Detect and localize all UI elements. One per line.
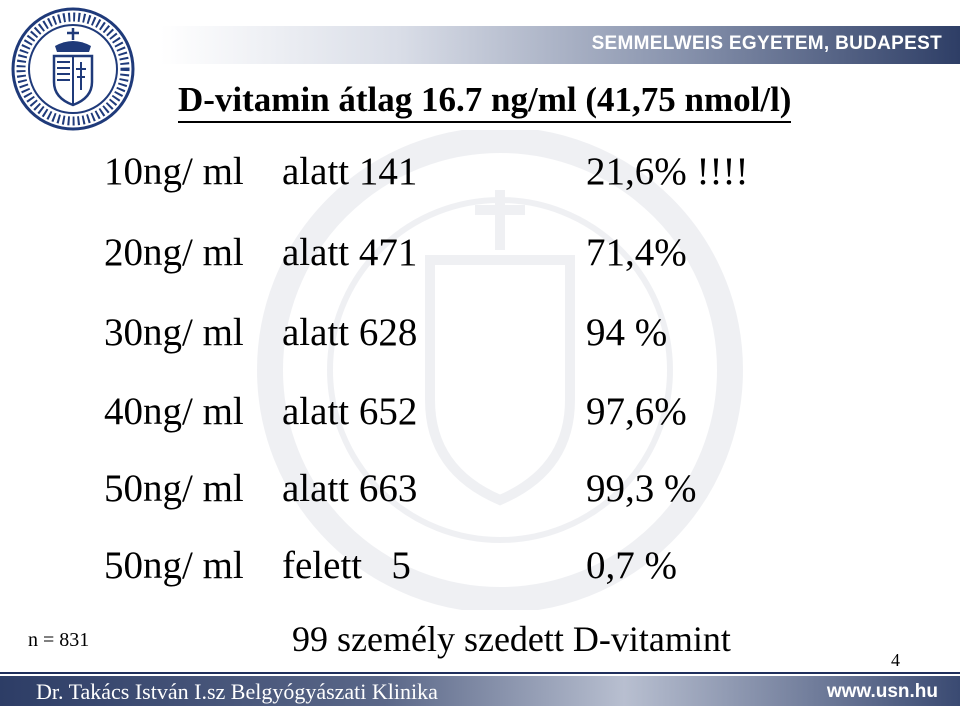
slide-title: D-vitamin átlag 16.7 ng/ml (41,75 nmol/l… — [178, 80, 792, 123]
watermark-seal-icon — [257, 130, 743, 610]
page-number: 4 — [891, 650, 900, 670]
table-row: 20ng/ ml alatt 471 71,4% — [104, 231, 864, 275]
percent-cell: 97,6% — [586, 390, 687, 433]
count-cell: alatt 141 — [282, 150, 418, 193]
threshold-cell: 40ng/ ml — [104, 390, 244, 433]
footer-url-link[interactable]: www.usn.hu — [826, 681, 938, 702]
university-seal-icon — [11, 7, 135, 131]
threshold-cell: 20ng/ ml — [104, 231, 244, 274]
header-organization: SEMMELWEIS EGYETEM, BUDAPEST — [591, 33, 942, 54]
threshold-cell: 30ng/ ml — [104, 311, 244, 354]
table-row: 40ng/ ml alatt 652 97,6% — [104, 390, 864, 434]
supplement-note: 99 személy szedett D-vitamint — [292, 619, 731, 659]
count-cell: alatt 663 — [282, 467, 418, 510]
percent-cell: 94 % — [586, 311, 668, 354]
header-band — [160, 26, 960, 64]
count-cell: alatt 471 — [282, 231, 418, 274]
threshold-cell: 50ng/ ml — [104, 467, 244, 510]
table-row: 10ng/ ml alatt 141 21,6% !!!! — [104, 150, 864, 194]
footer-divider — [0, 672, 960, 674]
footer-band — [0, 676, 960, 706]
threshold-cell: 10ng/ ml — [104, 150, 244, 193]
count-cell: felett 5 — [282, 544, 411, 587]
percent-cell: 71,4% — [586, 231, 687, 274]
table-row: 50ng/ ml alatt 663 99,3 % — [104, 467, 864, 511]
count-cell: alatt 652 — [282, 390, 418, 433]
table-row: 50ng/ ml felett 5 0,7 % — [104, 544, 864, 588]
sample-size-label: n = 831 — [28, 629, 90, 651]
percent-cell: 21,6% !!!! — [586, 150, 749, 193]
count-cell: alatt 628 — [282, 311, 418, 354]
percent-cell: 99,3 % — [586, 467, 697, 510]
threshold-cell: 50ng/ ml — [104, 544, 244, 587]
table-row: 30ng/ ml alatt 628 94 % — [104, 311, 864, 355]
footer-author: Dr. Takács István I.sz Belgyógyászati Kl… — [36, 679, 438, 704]
percent-cell: 0,7 % — [586, 544, 677, 587]
